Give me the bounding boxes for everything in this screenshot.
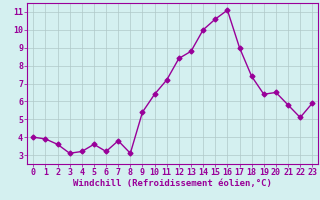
X-axis label: Windchill (Refroidissement éolien,°C): Windchill (Refroidissement éolien,°C) bbox=[73, 179, 272, 188]
